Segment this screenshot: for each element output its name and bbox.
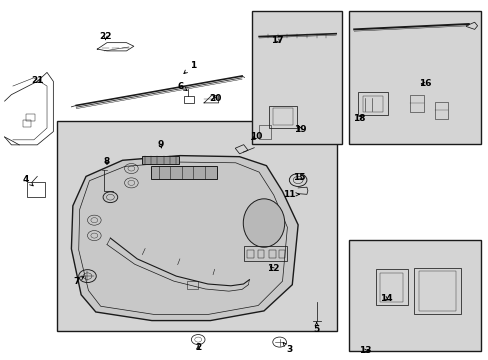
Bar: [357, 92, 387, 116]
Bar: [379, 273, 403, 302]
Bar: [57, 121, 336, 330]
Bar: [413, 268, 460, 315]
Bar: [151, 166, 216, 179]
Polygon shape: [71, 156, 298, 320]
Bar: [278, 250, 285, 258]
Ellipse shape: [243, 199, 284, 247]
Text: 13: 13: [359, 346, 371, 355]
Text: 14: 14: [379, 294, 391, 303]
Text: 22: 22: [99, 32, 112, 41]
Text: 6: 6: [177, 82, 187, 91]
Text: 11: 11: [283, 190, 299, 199]
Text: 1: 1: [183, 61, 196, 73]
Bar: [257, 250, 264, 258]
Text: 3: 3: [283, 343, 292, 354]
Bar: [251, 12, 341, 144]
Bar: [259, 125, 271, 139]
Text: 20: 20: [209, 94, 221, 103]
Bar: [142, 156, 178, 164]
Text: 5: 5: [313, 322, 319, 334]
Text: 21: 21: [31, 76, 44, 85]
Bar: [235, 145, 247, 154]
Bar: [268, 250, 275, 258]
Bar: [348, 240, 480, 351]
Bar: [26, 114, 35, 121]
Bar: [434, 102, 447, 119]
Text: 16: 16: [418, 80, 430, 89]
Text: 2: 2: [195, 343, 201, 352]
Text: 18: 18: [352, 114, 365, 123]
Bar: [268, 106, 297, 128]
Text: 17: 17: [271, 36, 284, 45]
Text: 9: 9: [157, 140, 163, 149]
Bar: [348, 12, 480, 144]
Text: 4: 4: [23, 175, 33, 186]
Bar: [243, 246, 287, 261]
Bar: [246, 250, 253, 258]
Text: 7: 7: [73, 276, 83, 285]
Text: 19: 19: [294, 125, 306, 134]
Bar: [22, 121, 31, 127]
Bar: [186, 282, 197, 289]
Bar: [418, 271, 455, 311]
Text: 8: 8: [103, 157, 110, 166]
Bar: [272, 108, 293, 126]
Bar: [183, 96, 194, 103]
Text: 10: 10: [250, 132, 263, 141]
Text: 12: 12: [266, 265, 279, 274]
Text: 15: 15: [292, 173, 305, 182]
Bar: [375, 269, 407, 305]
Bar: [409, 95, 423, 112]
Bar: [26, 182, 45, 197]
Bar: [362, 96, 382, 112]
